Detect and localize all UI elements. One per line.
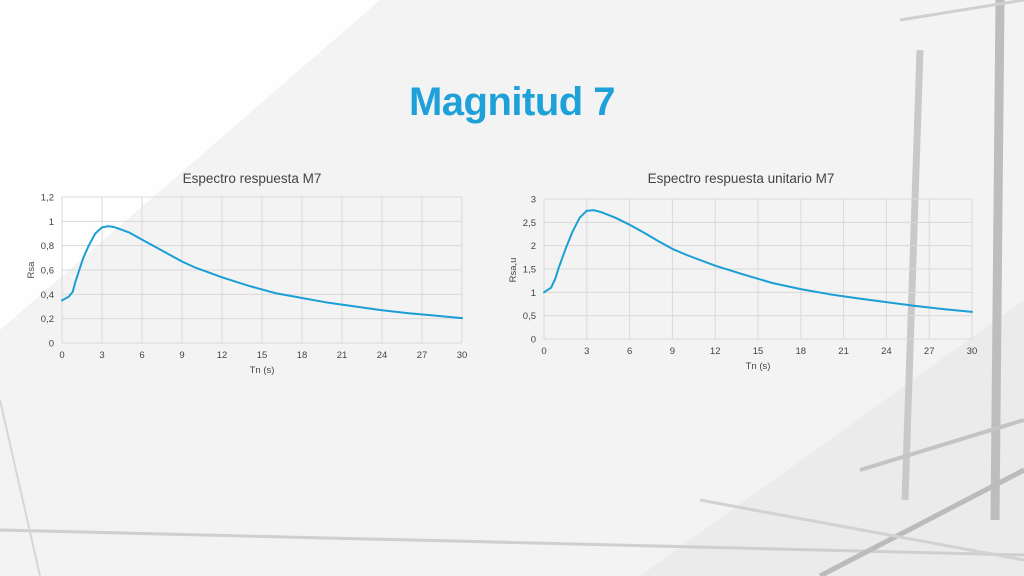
- chart-title: Espectro respuesta unitario M7: [648, 171, 835, 186]
- y-tick-label: 3: [531, 195, 536, 206]
- x-tick-label: 15: [753, 346, 764, 357]
- x-tick-label: 21: [838, 346, 849, 357]
- y-tick-label: 0,8: [41, 241, 54, 252]
- y-axis-label: Rsa,u: [508, 258, 519, 283]
- x-tick-label: 15: [257, 350, 268, 361]
- slide-title: Magnitud 7: [408, 80, 616, 124]
- y-tick-label: 1,2: [41, 193, 54, 204]
- x-tick-label: 9: [179, 350, 184, 361]
- x-tick-label: 30: [457, 350, 468, 361]
- x-axis-label: Tn (s): [250, 365, 275, 376]
- chart-title: Espectro respuesta M7: [183, 171, 322, 186]
- y-tick-label: 0: [49, 339, 54, 350]
- x-tick-label: 24: [881, 346, 892, 357]
- x-tick-label: 0: [541, 346, 546, 357]
- x-tick-label: 18: [297, 350, 308, 361]
- x-tick-label: 3: [584, 346, 589, 357]
- y-tick-label: 1: [531, 288, 536, 299]
- chart-espectro-respuesta: Espectro respuesta M7 0 0,2 0,4 0,6 0,8 1 1,2 0…: [22, 160, 492, 390]
- y-axis-label: Rsa: [26, 261, 37, 279]
- y-tick-label: 0: [531, 335, 536, 346]
- chart-espectro-respuesta-unitario: Espectro respuesta unitario M7 0 0,5 1 1,5 2…: [504, 160, 977, 390]
- y-tick-label: 0,4: [41, 290, 54, 301]
- chart-2-svg: Espectro respuesta unitario M7 0 0,5 1 1,5 2…: [508, 171, 977, 372]
- x-axis-label: Tn (s): [746, 361, 771, 372]
- x-tick-label: 12: [217, 350, 228, 361]
- x-tick-label: 30: [967, 346, 978, 357]
- x-tick-label: 0: [59, 350, 64, 361]
- y-tick-label: 1,5: [523, 265, 536, 276]
- x-tick-label: 18: [796, 346, 807, 357]
- series-line: [543, 209, 973, 313]
- y-tick-label: 0,2: [41, 314, 54, 325]
- x-tick-label: 3: [99, 350, 104, 361]
- x-tick-label: 12: [710, 346, 721, 357]
- x-tick-label: 24: [377, 350, 388, 361]
- x-tick-label: 21: [337, 350, 348, 361]
- x-tick-label: 9: [670, 346, 675, 357]
- y-tick-label: 2,5: [523, 218, 536, 229]
- series-line: [61, 225, 463, 320]
- chart-1-svg: Espectro respuesta M7 0 0,2 0,4 0,6 0,8 1 1,2 0…: [26, 171, 468, 376]
- y-tick-label: 0,6: [41, 266, 54, 277]
- y-tick-label: 2: [531, 241, 536, 252]
- y-tick-label: 0,5: [523, 311, 536, 322]
- x-tick-label: 6: [139, 350, 144, 361]
- x-tick-label: 6: [627, 346, 632, 357]
- x-tick-label: 27: [417, 350, 428, 361]
- x-tick-label: 27: [924, 346, 935, 357]
- y-tick-label: 1: [49, 217, 54, 228]
